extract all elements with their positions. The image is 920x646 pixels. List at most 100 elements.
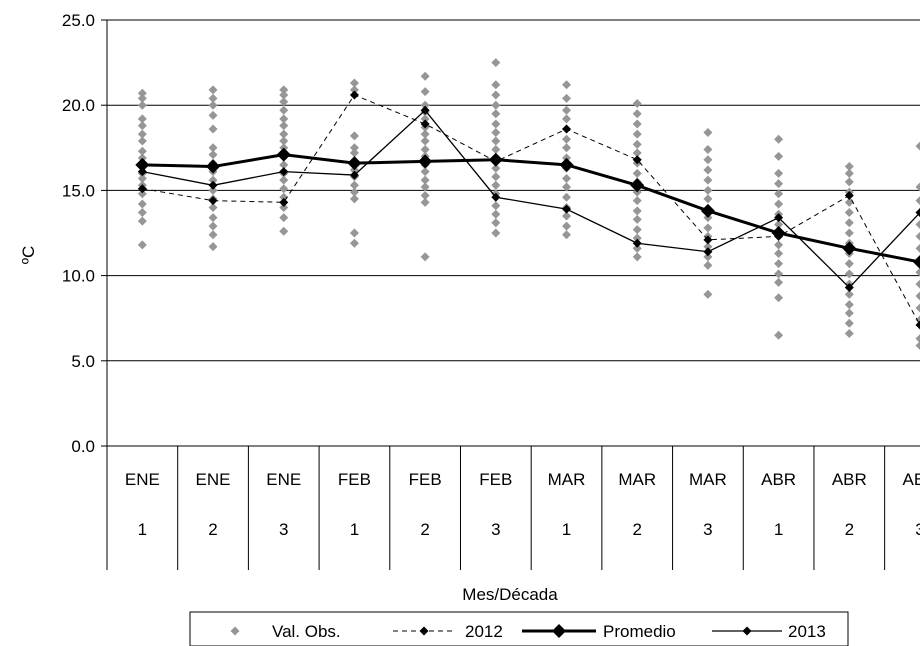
observed-point (703, 252, 713, 262)
x-month-label: FEB (338, 470, 371, 489)
observed-point (844, 289, 854, 299)
observed-point (137, 100, 147, 110)
observed-point (844, 162, 854, 172)
series-point-promedio (488, 152, 503, 167)
x-category-labels: ENE 1 ENE 2 ENE 3 FEB 1 FEB 2 FEB 3 MAR 1 MAR 2 MAR 3 ABR 1… (125, 470, 920, 539)
observed-point (208, 175, 218, 185)
observed-point (844, 228, 854, 238)
series-point-2013 (208, 180, 218, 190)
observed-point (562, 192, 572, 202)
observed-point (703, 242, 713, 252)
x-month-label: ABR (832, 470, 867, 489)
observed-point (349, 194, 359, 204)
observed-point (562, 211, 572, 221)
observed-point (208, 221, 218, 231)
observed-point (208, 93, 218, 103)
observed-point (279, 202, 289, 212)
legend-marker-2013 (742, 626, 752, 636)
observed-point (774, 293, 784, 303)
observed-point (420, 182, 430, 192)
observed-point (632, 206, 642, 216)
observed-point (279, 213, 289, 223)
x-month-label: ABR (903, 470, 920, 489)
legend-marker-observed (230, 626, 240, 636)
observed-point (137, 173, 147, 183)
observed-point (208, 185, 218, 195)
observed-points (137, 58, 920, 350)
observed-point (774, 259, 784, 269)
observed-point (562, 221, 572, 231)
series-point-promedio (135, 157, 150, 172)
observed-point (137, 199, 147, 209)
observed-point (208, 230, 218, 240)
observed-point (844, 208, 854, 218)
observed-point (774, 248, 784, 258)
legend-box (189, 611, 849, 646)
x-month-label: ABR (761, 470, 796, 489)
series-point-promedio (842, 241, 857, 256)
observed-point (137, 129, 147, 139)
observed-point (562, 80, 572, 90)
observed-point (774, 179, 784, 189)
series-point-2013 (844, 283, 854, 293)
series-point-2013 (420, 105, 430, 115)
observed-point (844, 259, 854, 269)
x-decade-label: 3 (491, 520, 500, 539)
series-point-2013 (915, 208, 920, 218)
observed-point (703, 175, 713, 185)
series-point-2012 (279, 197, 289, 207)
observed-point (844, 329, 854, 339)
series-point-2013 (774, 213, 784, 223)
observed-point (279, 114, 289, 124)
series-point-2012 (703, 235, 713, 245)
observed-point (491, 209, 501, 219)
series-point-promedio (771, 226, 786, 240)
x-month-label: MAR (548, 470, 586, 489)
x-decade-label: 1 (350, 520, 359, 539)
series-point-promedio (700, 203, 715, 218)
observed-point (491, 80, 501, 90)
observed-point (915, 291, 920, 301)
observed-point (915, 243, 920, 253)
observed-point (349, 85, 359, 95)
observed-point (632, 196, 642, 206)
observed-point (420, 87, 430, 97)
series-point-2012 (844, 191, 854, 201)
observed-point (774, 330, 784, 340)
observed-point (844, 168, 854, 178)
observed-point (562, 230, 572, 240)
observed-point (491, 100, 501, 110)
observed-point (491, 136, 501, 146)
observed-point (208, 124, 218, 134)
observed-point (703, 223, 713, 233)
x-decade-label: 1 (138, 520, 147, 539)
observed-point (349, 180, 359, 190)
observed-point (491, 228, 501, 238)
x-decade-label: 1 (562, 520, 571, 539)
observed-point (774, 269, 784, 279)
x-decade-label: 2 (632, 520, 641, 539)
observed-point (420, 100, 430, 110)
observed-point (632, 109, 642, 119)
observed-point (491, 163, 501, 173)
x-decade-label: 2 (420, 520, 429, 539)
observed-point (915, 334, 920, 344)
observed-point (562, 182, 572, 192)
series-point-2012 (420, 119, 430, 129)
series-line-2012 (142, 94, 920, 326)
observed-point (632, 129, 642, 139)
observed-point (632, 148, 642, 158)
observed-point (491, 127, 501, 137)
observed-point (137, 189, 147, 199)
series-point-2012 (208, 196, 218, 206)
series-point-2012 (562, 124, 572, 134)
observed-point (703, 185, 713, 195)
observed-point (632, 233, 642, 243)
observed-point (632, 243, 642, 253)
legend-marker-promedio (552, 624, 566, 638)
x-month-label: MAR (618, 470, 656, 489)
observed-point (420, 129, 430, 139)
observed-point (915, 231, 920, 241)
legend: Val. Obs. 2012 Promedio 2013 (189, 611, 849, 646)
observed-point (208, 202, 218, 212)
